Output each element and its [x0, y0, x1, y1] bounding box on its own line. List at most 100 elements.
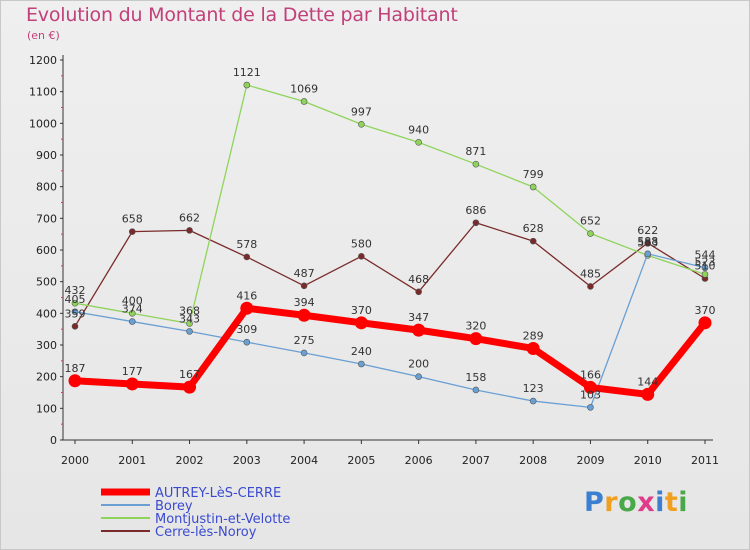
legend-label-borey: Borey: [155, 499, 193, 514]
data-label-borey-2005: 240: [351, 345, 372, 358]
series-line-autrey-l-s-cerre: [71, 304, 709, 398]
series-line-cerre-l-s-noroy: [74, 222, 706, 327]
y-tick-label-200: 200: [36, 371, 57, 384]
data-label-autrey-l-s-cerre-2002: 167: [179, 368, 200, 381]
x-tick-label-2007: 2007: [462, 454, 490, 467]
point-autrey-l-s-cerre-2003: [240, 301, 254, 315]
y-tick-label-0: 0: [50, 434, 57, 447]
data-label-cerre-l-s-noroy-2006: 468: [408, 273, 429, 286]
data-label-cerre-l-s-noroy-2004: 487: [294, 267, 315, 280]
proxiti-logo: Proxiti: [584, 487, 689, 518]
chart-unit: (en €): [27, 29, 60, 42]
y-tick-label-1200: 1200: [29, 54, 57, 67]
legend-label-cerre-l-s-noroy: Cerre-lès-Noroy: [155, 525, 257, 540]
data-label-montjustin-et-velotte-2011: 523: [695, 255, 716, 268]
y-tick-label-100: 100: [36, 402, 57, 415]
point-montjustin-et-velotte-2008: [529, 183, 537, 191]
point-borey-2001: [128, 318, 136, 325]
x-tick-label-2001: 2001: [118, 454, 146, 467]
point-autrey-l-s-cerre-2011: [698, 316, 712, 330]
point-autrey-l-s-cerre-2002: [183, 380, 197, 394]
point-autrey-l-s-cerre-2007: [469, 332, 483, 346]
series-line-montjustin-et-velotte: [74, 84, 706, 325]
point-borey-2004: [300, 349, 308, 357]
y-tick-label-800: 800: [36, 181, 57, 194]
data-label-cerre-l-s-noroy-2002: 662: [179, 211, 200, 224]
data-label-borey-2002: 343: [179, 312, 200, 325]
point-montjustin-et-velotte-2002: [186, 320, 193, 327]
x-tick-label-2003: 2003: [233, 454, 261, 467]
data-label-cerre-l-s-noroy-2003: 578: [236, 238, 257, 251]
point-autrey-l-s-cerre-2010: [641, 387, 655, 401]
data-label-borey-2007: 158: [465, 371, 486, 384]
point-montjustin-et-velotte-2007: [472, 160, 480, 168]
x-tick-label-2002: 2002: [176, 454, 204, 467]
series-line-borey: [74, 253, 706, 409]
point-montjustin-et-velotte-2006: [415, 139, 422, 146]
point-montjustin-et-velotte-2011: [701, 271, 709, 278]
legend-label-autrey-l-s-cerre: AUTREY-LèS-CERRE: [155, 486, 281, 501]
point-cerre-l-s-noroy-2008: [529, 237, 537, 245]
point-cerre-l-s-noroy-2000: [71, 323, 79, 330]
point-cerre-l-s-noroy-2009: [587, 283, 594, 290]
data-label-autrey-l-s-cerre-2007: 320: [465, 320, 486, 333]
point-cerre-l-s-noroy-2001: [128, 228, 136, 235]
data-label-montjustin-et-velotte-2010: 583: [637, 236, 658, 249]
data-label-autrey-l-s-cerre-2006: 347: [408, 311, 429, 324]
y-tick-label-1000: 1000: [29, 117, 57, 130]
y-tick-label-900: 900: [36, 149, 57, 162]
point-borey-2008: [529, 397, 537, 405]
x-tick-label-2011: 2011: [691, 454, 719, 467]
data-label-montjustin-et-velotte-2001: 400: [122, 294, 143, 307]
data-label-autrey-l-s-cerre-2004: 394: [294, 296, 315, 309]
y-tick-label-500: 500: [36, 276, 57, 289]
data-label-montjustin-et-velotte-2002: 368: [179, 304, 200, 317]
data-label-montjustin-et-velotte-2005: 997: [351, 105, 372, 118]
data-label-cerre-l-s-noroy-2008: 628: [523, 222, 544, 235]
point-montjustin-et-velotte-2009: [587, 230, 594, 237]
point-autrey-l-s-cerre-2000: [68, 374, 82, 388]
data-label-autrey-l-s-cerre-2000: 187: [65, 362, 86, 375]
point-cerre-l-s-noroy-2007: [472, 219, 480, 227]
data-label-cerre-l-s-noroy-2005: 580: [351, 237, 372, 250]
point-autrey-l-s-cerre-2009: [583, 380, 597, 394]
data-label-autrey-l-s-cerre-2005: 370: [351, 304, 372, 317]
x-tick-label-2005: 2005: [347, 454, 375, 467]
data-label-cerre-l-s-noroy-2001: 658: [122, 213, 143, 226]
point-autrey-l-s-cerre-2001: [125, 377, 139, 391]
point-borey-2000: [71, 308, 79, 316]
point-borey-2007: [472, 386, 480, 394]
point-montjustin-et-velotte-2003: [243, 81, 251, 89]
x-tick-label-2009: 2009: [576, 454, 604, 467]
data-label-autrey-l-s-cerre-2008: 289: [523, 329, 544, 342]
data-label-borey-2004: 275: [294, 334, 315, 347]
point-borey-2003: [243, 338, 251, 346]
x-tick-label-2010: 2010: [634, 454, 662, 467]
data-label-montjustin-et-velotte-2008: 799: [523, 168, 544, 181]
data-label-cerre-l-s-noroy-2010: 622: [637, 224, 658, 237]
point-montjustin-et-velotte-2001: [128, 310, 136, 317]
point-cerre-l-s-noroy-2003: [243, 253, 251, 261]
point-montjustin-et-velotte-2000: [71, 299, 79, 307]
point-autrey-l-s-cerre-2004: [297, 308, 311, 322]
data-label-borey-2001: 374: [122, 303, 143, 316]
point-autrey-l-s-cerre-2006: [412, 323, 426, 337]
point-borey-2010: [644, 250, 652, 258]
data-label-cerre-l-s-noroy-2009: 485: [580, 267, 601, 280]
y-tick-label-300: 300: [36, 339, 57, 352]
point-cerre-l-s-noroy-2004: [300, 282, 308, 290]
point-cerre-l-s-noroy-2005: [358, 253, 365, 260]
x-tick-label-2000: 2000: [61, 454, 89, 467]
y-tick-label-1100: 1100: [29, 86, 57, 99]
point-borey-2006: [415, 373, 422, 380]
data-label-montjustin-et-velotte-2000: 432: [65, 284, 86, 297]
data-label-autrey-l-s-cerre-2011: 370: [695, 304, 716, 317]
data-label-autrey-l-s-cerre-2003: 416: [236, 289, 257, 302]
data-label-montjustin-et-velotte-2009: 652: [580, 215, 601, 228]
point-borey-2009: [587, 404, 594, 411]
point-montjustin-et-velotte-2005: [358, 120, 365, 128]
y-tick-label-600: 600: [36, 244, 57, 257]
data-label-borey-2010: 588: [637, 235, 658, 248]
